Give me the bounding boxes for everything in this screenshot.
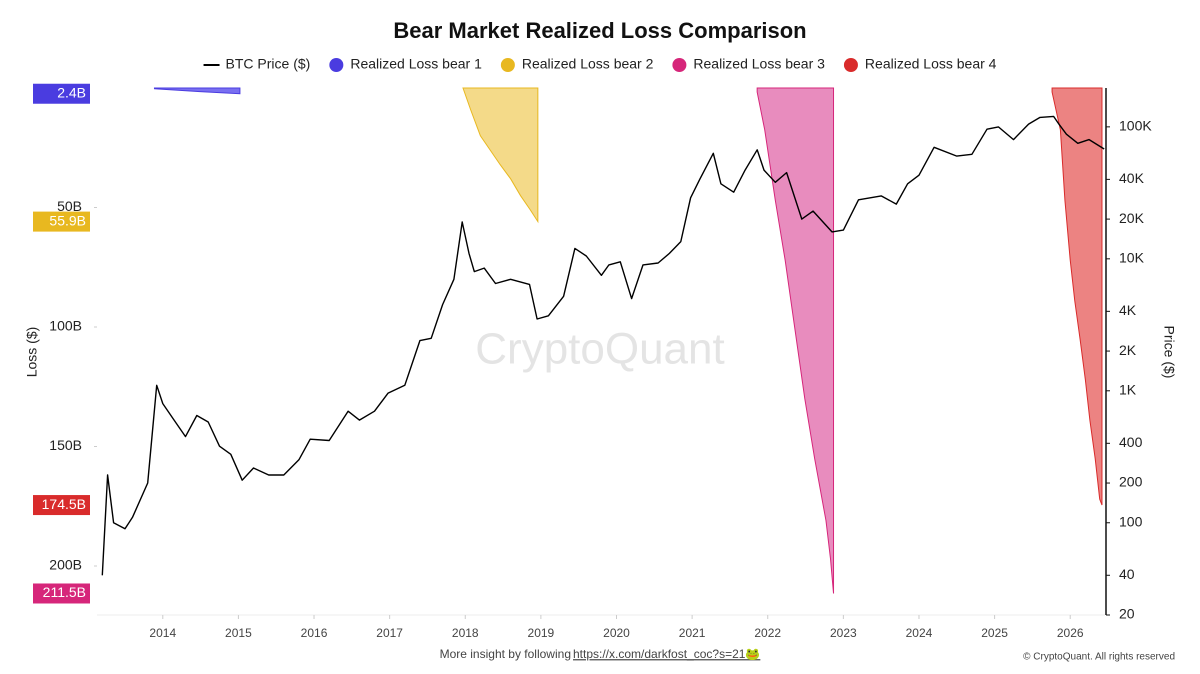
x-tick-label: 2021 xyxy=(679,626,706,640)
legend-swatch xyxy=(329,58,344,72)
legend-item: Realized Loss bear 4 xyxy=(843,56,997,72)
legend-item: Realized Loss bear 2 xyxy=(500,56,654,72)
y-tick-label: 50B xyxy=(57,198,82,214)
end-label-box xyxy=(33,583,90,604)
x-tick-label: 2024 xyxy=(906,626,933,640)
x-tick-label: 2017 xyxy=(376,626,403,640)
y2-tick-label: 1K xyxy=(1119,381,1137,397)
y-tick-label: 150B xyxy=(49,437,82,453)
y2-tick-label: 100K xyxy=(1119,118,1152,134)
y2-tick-label: 20 xyxy=(1119,606,1135,622)
end-label-box xyxy=(33,83,90,104)
x-tick-label: 2023 xyxy=(830,626,857,640)
chart-title: Bear Market Realized Loss Comparison xyxy=(393,18,806,43)
y2-tick-label: 40K xyxy=(1119,170,1145,186)
end-label: 55.9B xyxy=(49,212,86,228)
y2-tick-label: 4K xyxy=(1119,302,1137,318)
loss-area xyxy=(1051,87,1103,506)
end-label-box xyxy=(33,495,90,516)
y2-axis-title: Price ($) xyxy=(1161,326,1177,379)
x-tick-label: 2026 xyxy=(1057,626,1084,640)
y2-tick-label: 400 xyxy=(1119,434,1143,450)
legend-label: Realized Loss bear 4 xyxy=(865,56,997,72)
legend: BTC Price ($) Realized Loss bear 1 Realize… xyxy=(203,56,997,72)
legend-swatch xyxy=(500,58,515,72)
y-tick-label: 200B xyxy=(49,557,82,573)
legend-item: Realized Loss bear 1 xyxy=(329,56,482,72)
x-tick-label: 2019 xyxy=(528,626,555,640)
end-label-box xyxy=(33,211,90,232)
y2-tick-label: 200 xyxy=(1119,474,1143,490)
legend-label: Realized Loss bear 2 xyxy=(522,56,654,72)
x-tick-label: 2025 xyxy=(981,626,1008,640)
loss-area xyxy=(756,87,835,594)
end-label: 174.5B xyxy=(42,496,86,512)
legend-label: BTC Price ($) xyxy=(226,56,311,72)
y2-tick-label: 2K xyxy=(1119,342,1137,358)
y-axis-title: Loss ($) xyxy=(24,327,40,378)
legend-item: Realized Loss bear 3 xyxy=(672,56,825,72)
footnote-link[interactable]: https://x.com/darkfost_coc?s=21🐸 xyxy=(573,647,760,661)
price-line xyxy=(101,115,1105,576)
y2-tick-label: 100 xyxy=(1119,513,1143,529)
copyright: © CryptoQuant. All rights reserved xyxy=(1023,652,1175,663)
loss-area xyxy=(153,87,241,95)
legend-swatch xyxy=(843,58,858,72)
watermark: CryptoQuant xyxy=(475,325,724,374)
x-tick-label: 2020 xyxy=(603,626,630,640)
plot-area: 2014 2015 2016 2017 2018 2019 2020 2021 2022 2023… xyxy=(33,83,1152,640)
x-tick-label: 2016 xyxy=(301,626,328,640)
x-tick-label: 2022 xyxy=(754,626,781,640)
legend-label: Realized Loss bear 1 xyxy=(350,56,482,72)
x-tick-label: 2015 xyxy=(225,626,252,640)
x-tick-label: 2018 xyxy=(452,626,479,640)
x-tick-label: 2014 xyxy=(149,626,176,640)
y2-tick-label: 10K xyxy=(1119,250,1145,266)
legend-item: BTC Price ($) xyxy=(203,56,311,72)
legend-swatch xyxy=(672,58,687,72)
legend-label: Realized Loss bear 3 xyxy=(693,56,825,72)
y-tick-label: 100B xyxy=(49,318,82,334)
y2-tick-label: 20K xyxy=(1119,210,1145,226)
y2-tick-label: 40 xyxy=(1119,566,1135,582)
end-label: 2.4B xyxy=(57,84,86,100)
loss-area xyxy=(462,87,539,224)
end-label: 211.5B xyxy=(43,584,86,600)
footnote: More insight by following xyxy=(440,647,571,661)
